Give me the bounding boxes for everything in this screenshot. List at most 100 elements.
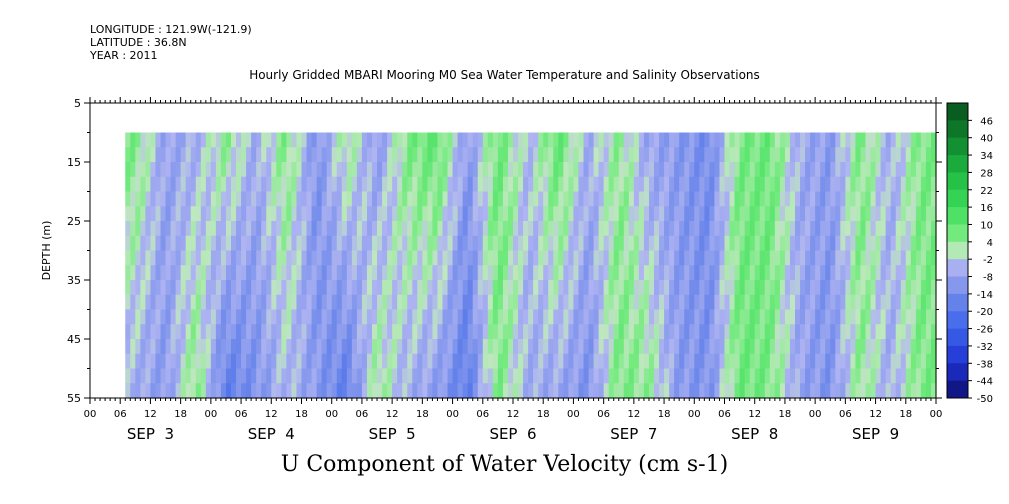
colorbar-segment	[947, 103, 968, 121]
heatmap-cell	[231, 176, 237, 193]
heatmap-cell	[578, 176, 585, 193]
heatmap-cell	[830, 309, 836, 325]
heatmap-cell	[341, 368, 348, 384]
x-hour-label: 06	[718, 409, 731, 420]
heatmap-cell	[684, 162, 690, 178]
heatmap-cell	[805, 324, 811, 340]
heatmap-cell	[870, 191, 877, 207]
heatmap-cell	[145, 324, 152, 340]
heatmap-cell	[553, 294, 559, 311]
heatmap-cell	[830, 265, 836, 281]
heatmap-cell	[432, 176, 439, 193]
heatmap-cell	[875, 294, 882, 311]
heatmap-cell	[553, 221, 559, 237]
heatmap-cell	[578, 221, 585, 237]
heatmap-cell	[467, 294, 474, 311]
heatmap-cell	[331, 250, 338, 266]
heatmap-cell	[623, 132, 630, 148]
heatmap-cell	[175, 147, 182, 163]
heatmap-cell	[442, 339, 449, 355]
heatmap-cell	[341, 132, 348, 148]
heatmap-cell	[800, 221, 806, 237]
heatmap-cell	[830, 235, 836, 252]
heatmap-cell	[920, 206, 927, 222]
heatmap-cell	[321, 294, 328, 311]
heatmap-cell	[905, 250, 912, 266]
heatmap-cell	[125, 280, 131, 296]
heatmap-cell	[266, 294, 272, 311]
heatmap-cell	[659, 294, 665, 311]
heatmap-cell	[502, 221, 509, 237]
heatmap-cell	[452, 294, 459, 311]
heatmap-cell	[135, 162, 141, 178]
colorbar-tick-label: 34	[980, 151, 993, 162]
heatmap-cell	[684, 235, 690, 252]
heatmap-cell	[220, 324, 227, 340]
heatmap-cell	[261, 191, 267, 207]
heatmap-cell	[442, 176, 449, 193]
heatmap-cell	[573, 309, 580, 325]
heatmap-cell	[205, 147, 212, 163]
heatmap-cell	[840, 147, 846, 163]
heatmap-cell	[754, 147, 761, 163]
heatmap-cell	[236, 353, 242, 370]
heatmap-cell	[638, 221, 645, 237]
heatmap-cell	[593, 294, 600, 311]
heatmap-cell	[734, 132, 741, 148]
heatmap-cell	[840, 176, 846, 193]
heatmap-cell	[915, 162, 922, 178]
heatmap-cell	[417, 221, 423, 237]
heatmap-cell	[704, 383, 710, 399]
heatmap-cell	[180, 235, 187, 252]
heatmap-cell	[487, 265, 494, 281]
heatmap-cell	[140, 191, 146, 207]
colorbar-segment	[947, 328, 968, 347]
heatmap-cell	[654, 280, 660, 296]
heatmap-cell	[361, 353, 368, 370]
heatmap-cell	[311, 294, 318, 311]
heatmap-cell	[915, 324, 922, 340]
heatmap-cell	[523, 339, 529, 355]
heatmap-cell	[135, 294, 141, 311]
heatmap-cell	[231, 339, 237, 355]
heatmap-cell	[231, 280, 237, 296]
heatmap-cell	[130, 294, 136, 311]
heatmap-cell	[165, 221, 172, 237]
heatmap-cell	[528, 206, 534, 222]
heatmap-cell	[387, 191, 393, 207]
heatmap-cell	[623, 309, 630, 325]
heatmap-cell	[784, 235, 791, 252]
heatmap-cell	[261, 250, 267, 266]
heatmap-cell	[361, 250, 368, 266]
heatmap-cell	[628, 221, 635, 237]
heatmap-cell	[215, 176, 222, 193]
heatmap-cell	[246, 206, 252, 222]
heatmap-cell	[346, 162, 353, 178]
heatmap-cell	[890, 147, 897, 163]
heatmap-cell	[382, 191, 388, 207]
heatmap-cell	[346, 191, 353, 207]
heatmap-cell	[643, 221, 650, 237]
heatmap-cell	[185, 191, 192, 207]
heatmap-cell	[779, 265, 786, 281]
colorbar-segment	[947, 276, 968, 295]
heatmap-cell	[638, 147, 645, 163]
heatmap-cell	[709, 235, 716, 252]
heatmap-cell	[316, 353, 323, 370]
heatmap-cell	[382, 162, 388, 178]
heatmap-cell	[885, 235, 892, 252]
heatmap-cell	[850, 162, 857, 178]
heatmap-cell	[190, 309, 197, 325]
heatmap-cell	[800, 324, 806, 340]
heatmap-cell	[482, 235, 489, 252]
heatmap-cell	[331, 206, 338, 222]
heatmap-cell	[548, 339, 554, 355]
heatmap-cell	[447, 280, 454, 296]
heatmap-cell	[261, 147, 267, 163]
heatmap-cell	[669, 280, 675, 296]
heatmap-cell	[135, 235, 141, 252]
heatmap-cell	[356, 191, 363, 207]
heatmap-cell	[140, 368, 146, 384]
heatmap-cell	[256, 147, 262, 163]
heatmap-cell	[326, 294, 333, 311]
